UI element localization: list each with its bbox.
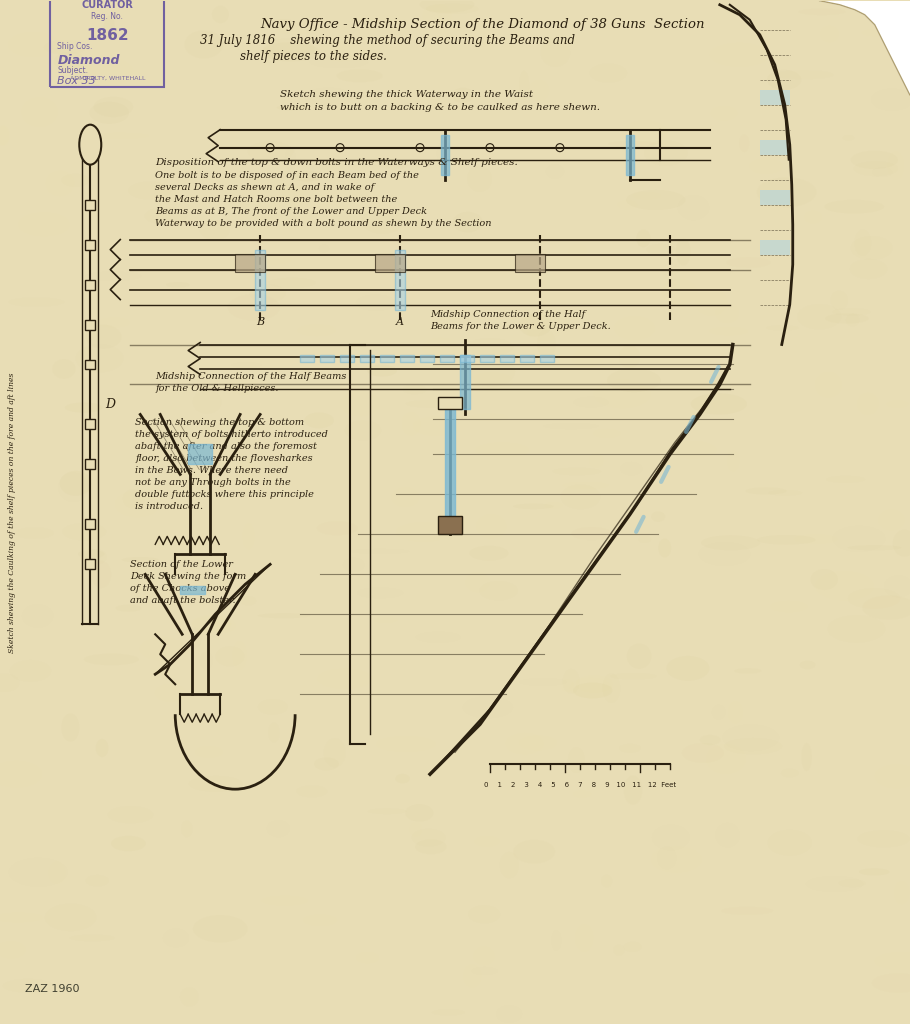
Bar (86, 460, 96, 469)
Bar (760, 90, 790, 104)
Polygon shape (820, 1, 910, 94)
Text: 1862: 1862 (86, 28, 128, 43)
Text: Reg. No.: Reg. No. (91, 11, 123, 20)
Text: double futtocks where this principle: double futtocks where this principle (136, 489, 314, 499)
Bar (86, 559, 96, 569)
Text: Box 33: Box 33 (57, 76, 96, 86)
Text: several Decks as shewn at A, and in wake of: several Decks as shewn at A, and in wake… (156, 183, 375, 193)
Text: which is to butt on a backing & to be caulked as here shewn.: which is to butt on a backing & to be ca… (280, 103, 600, 113)
Bar (255, 250, 265, 309)
Bar (395, 250, 405, 309)
Bar (86, 319, 96, 330)
Bar (480, 354, 494, 362)
Text: abaft the after and also the foremost: abaft the after and also the foremost (136, 442, 317, 451)
Text: Disposition of the top & down bolts in the Waterways & Shelf pieces.: Disposition of the top & down bolts in t… (156, 158, 518, 167)
Text: for the Old & Hellpieces.: for the Old & Hellpieces. (156, 384, 278, 393)
Text: the system of bolts hitherto introduced: the system of bolts hitherto introduced (136, 430, 329, 439)
Bar (180, 587, 205, 594)
Bar (188, 444, 212, 465)
Bar (340, 354, 354, 362)
Text: Waterway to be provided with a bolt pound as shewn by the Section: Waterway to be provided with a bolt poun… (156, 219, 491, 228)
Bar (86, 420, 96, 429)
Bar (760, 240, 790, 255)
Bar (440, 354, 454, 362)
Bar (360, 354, 374, 362)
Bar (445, 410, 455, 529)
Bar (760, 189, 790, 205)
Bar (320, 354, 334, 362)
Text: Midship Connection of the Half Beams: Midship Connection of the Half Beams (156, 372, 347, 381)
FancyArrowPatch shape (661, 467, 669, 482)
Text: Ship Cos.: Ship Cos. (57, 42, 93, 51)
Bar (438, 516, 462, 535)
Text: ADMIRALTY, WHITEHALL: ADMIRALTY, WHITEHALL (69, 76, 145, 81)
Bar (460, 354, 470, 410)
Text: Section of the Lower: Section of the Lower (130, 560, 233, 569)
Text: ZAZ 1960: ZAZ 1960 (25, 984, 80, 994)
Bar (86, 200, 96, 210)
Text: not be any Through bolts in the: not be any Through bolts in the (136, 478, 291, 486)
FancyArrowPatch shape (711, 367, 719, 382)
Bar (375, 254, 405, 271)
Bar (300, 354, 314, 362)
Bar (400, 354, 414, 362)
Bar (86, 519, 96, 529)
Text: 31 July 1816    shewing the method of securing the Beams and: 31 July 1816 shewing the method of secur… (200, 34, 575, 47)
Bar (438, 397, 462, 410)
Bar (760, 139, 790, 155)
Text: is introduced.: is introduced. (136, 502, 203, 511)
Text: 0    1    2    3    4    5    6    7    8    9   10   11   12  Feet: 0 1 2 3 4 5 6 7 8 9 10 11 12 Feet (484, 782, 676, 788)
Bar (520, 354, 534, 362)
Bar (540, 354, 554, 362)
Text: Midship Connection of the Half: Midship Connection of the Half (430, 310, 585, 319)
Text: and abaft the bolster.: and abaft the bolster. (130, 596, 236, 605)
Bar (420, 354, 434, 362)
Bar (460, 354, 474, 362)
Text: B: B (256, 316, 264, 327)
Text: Section shewing the top & bottom: Section shewing the top & bottom (136, 418, 304, 427)
Text: Beams for the Lower & Upper Deck.: Beams for the Lower & Upper Deck. (430, 322, 611, 331)
Bar (86, 240, 96, 250)
Bar (515, 254, 545, 271)
Text: One bolt is to be disposed of in each Beam bed of the: One bolt is to be disposed of in each Be… (156, 171, 420, 180)
Ellipse shape (79, 125, 101, 165)
Bar (441, 135, 449, 175)
Text: Subject.: Subject. (57, 66, 88, 75)
Text: Deck Shewing the form: Deck Shewing the form (130, 571, 247, 581)
Text: A: A (396, 316, 404, 327)
Text: the Mast and Hatch Rooms one bolt between the: the Mast and Hatch Rooms one bolt betwee… (156, 196, 398, 204)
Bar (86, 280, 96, 290)
FancyArrowPatch shape (636, 517, 643, 531)
Bar (380, 354, 394, 362)
Bar (626, 135, 634, 175)
Text: of the Chocks above: of the Chocks above (130, 584, 230, 593)
Bar (86, 359, 96, 370)
Text: Navy Office - Midship Section of the Diamond of 38 Guns  Section: Navy Office - Midship Section of the Dia… (260, 18, 704, 32)
Text: Sketch shewing the Caulking of the shelf pieces on the fore and aft lines: Sketch shewing the Caulking of the shelf… (8, 372, 16, 652)
Text: floor, also between the flovesharkes: floor, also between the flovesharkes (136, 454, 313, 463)
Text: Beams as at B, The front of the Lower and Upper Deck: Beams as at B, The front of the Lower an… (156, 207, 427, 216)
Text: shelf pieces to the sides.: shelf pieces to the sides. (240, 50, 387, 63)
Bar (500, 354, 514, 362)
Text: in the Bows. Where there need: in the Bows. Where there need (136, 466, 288, 475)
FancyArrowPatch shape (686, 417, 693, 432)
Text: Sketch shewing the thick Waterway in the Waist: Sketch shewing the thick Waterway in the… (280, 90, 533, 99)
Text: Diamond: Diamond (57, 53, 120, 67)
Bar (235, 254, 265, 271)
Text: D: D (106, 398, 116, 411)
Text: CURATOR: CURATOR (81, 0, 133, 10)
